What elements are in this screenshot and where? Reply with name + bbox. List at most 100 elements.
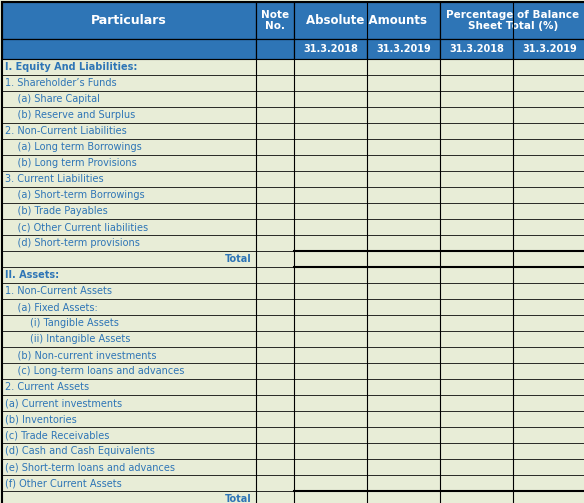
Bar: [294, 2, 440, 39]
Bar: [440, 459, 513, 475]
Bar: [2, 379, 256, 395]
Bar: [2, 139, 256, 155]
Bar: [256, 107, 294, 123]
Bar: [367, 459, 440, 475]
Bar: [367, 267, 440, 283]
Bar: [256, 315, 294, 331]
Bar: [256, 475, 294, 491]
Text: (a) Short-term Borrowings: (a) Short-term Borrowings: [5, 190, 145, 200]
Bar: [294, 475, 367, 491]
Bar: [367, 251, 440, 267]
Bar: [367, 315, 440, 331]
Bar: [367, 443, 440, 459]
Bar: [2, 299, 256, 315]
Bar: [294, 171, 367, 187]
Text: (d) Short-term provisions: (d) Short-term provisions: [5, 238, 140, 248]
Text: (b) Inventories: (b) Inventories: [5, 414, 77, 424]
Bar: [2, 171, 256, 187]
Bar: [2, 39, 256, 59]
Text: Total: Total: [225, 494, 252, 503]
Bar: [440, 299, 513, 315]
Text: (f) Other Current Assets: (f) Other Current Assets: [5, 478, 121, 488]
Bar: [513, 59, 584, 75]
Text: 2. Current Assets: 2. Current Assets: [5, 382, 89, 392]
Bar: [2, 363, 256, 379]
Bar: [256, 187, 294, 203]
Bar: [513, 267, 584, 283]
Bar: [2, 219, 256, 235]
Bar: [367, 187, 440, 203]
Bar: [367, 363, 440, 379]
Bar: [367, 299, 440, 315]
Bar: [513, 123, 584, 139]
Bar: [256, 363, 294, 379]
Bar: [256, 347, 294, 363]
Bar: [294, 91, 367, 107]
Bar: [440, 283, 513, 299]
Bar: [256, 267, 294, 283]
Bar: [256, 395, 294, 411]
Text: (e) Short-term loans and advances: (e) Short-term loans and advances: [5, 462, 175, 472]
Bar: [2, 347, 256, 363]
Bar: [440, 75, 513, 91]
Bar: [2, 2, 256, 39]
Bar: [440, 395, 513, 411]
Bar: [367, 235, 440, 251]
Bar: [2, 475, 256, 491]
Bar: [294, 155, 367, 171]
Text: (b) Long term Provisions: (b) Long term Provisions: [5, 158, 137, 168]
Bar: [513, 459, 584, 475]
Bar: [256, 2, 294, 39]
Bar: [513, 75, 584, 91]
Bar: [294, 427, 367, 443]
Text: Percentage of Balance
Sheet Total (%): Percentage of Balance Sheet Total (%): [446, 10, 579, 31]
Text: (b) Reserve and Surplus: (b) Reserve and Surplus: [5, 110, 135, 120]
Bar: [2, 59, 256, 75]
Bar: [440, 219, 513, 235]
Bar: [440, 235, 513, 251]
Bar: [256, 379, 294, 395]
Bar: [367, 171, 440, 187]
Bar: [367, 91, 440, 107]
Bar: [367, 107, 440, 123]
Bar: [256, 251, 294, 267]
Bar: [256, 299, 294, 315]
Text: (ii) Intangible Assets: (ii) Intangible Assets: [5, 334, 130, 344]
Bar: [256, 443, 294, 459]
Bar: [513, 363, 584, 379]
Bar: [513, 235, 584, 251]
Bar: [440, 315, 513, 331]
Bar: [294, 331, 367, 347]
Bar: [294, 187, 367, 203]
Bar: [513, 91, 584, 107]
Bar: [256, 235, 294, 251]
Bar: [2, 267, 256, 283]
Text: (b) Non-current investments: (b) Non-current investments: [5, 350, 157, 360]
Bar: [294, 59, 367, 75]
Text: 3. Current Liabilities: 3. Current Liabilities: [5, 174, 103, 184]
Bar: [256, 283, 294, 299]
Bar: [513, 299, 584, 315]
Bar: [440, 491, 513, 503]
Bar: [440, 411, 513, 427]
Bar: [440, 267, 513, 283]
Bar: [367, 39, 440, 59]
Bar: [294, 251, 367, 267]
Bar: [440, 155, 513, 171]
Bar: [256, 171, 294, 187]
Bar: [440, 171, 513, 187]
Bar: [256, 123, 294, 139]
Bar: [294, 75, 367, 91]
Bar: [294, 235, 367, 251]
Bar: [2, 155, 256, 171]
Bar: [2, 283, 256, 299]
Bar: [440, 251, 513, 267]
Bar: [367, 475, 440, 491]
Bar: [440, 2, 584, 39]
Bar: [2, 315, 256, 331]
Bar: [440, 443, 513, 459]
Bar: [2, 443, 256, 459]
Text: Absolute Amounts: Absolute Amounts: [307, 14, 427, 27]
Bar: [513, 171, 584, 187]
Bar: [367, 411, 440, 427]
